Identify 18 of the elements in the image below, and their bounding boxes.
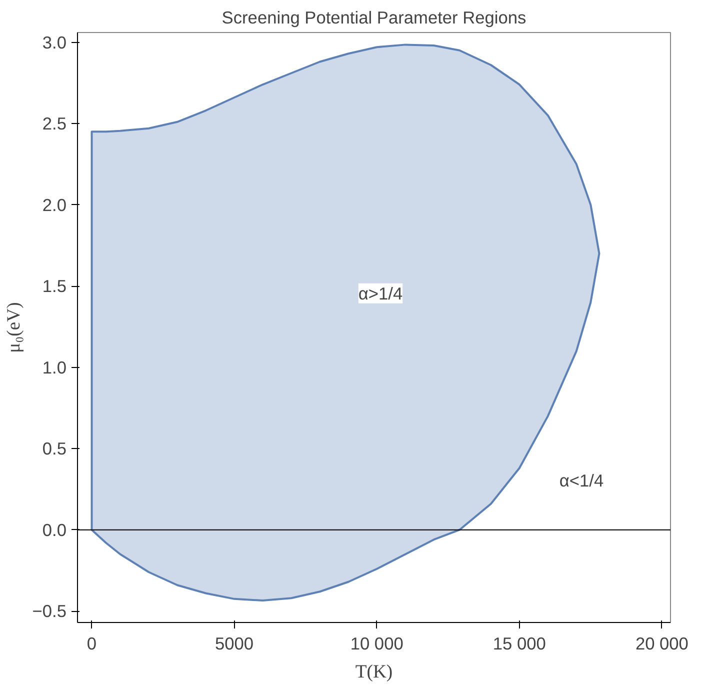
y-tick-label: 2.0 [42, 194, 67, 215]
y-tick-label: 2.5 [42, 114, 67, 134]
chart-title: Screening Potential Parameter Regions [222, 8, 527, 28]
y-tick-label: 1.0 [42, 357, 67, 378]
y-axis-title: μ₀(eV) [3, 302, 24, 353]
y-tick-label: 1.5 [42, 276, 67, 296]
y-tick-label: 3.0 [42, 32, 67, 52]
x-tick-label: 15 000 [492, 634, 546, 654]
x-tick-label: 0 [86, 634, 97, 654]
x-tick-label: 5000 [215, 634, 254, 654]
y-tick-label: 0.0 [42, 520, 67, 540]
y-tick-label: −0.5 [32, 601, 67, 622]
x-tick-label: 10 000 [350, 634, 404, 654]
annotation: α<1/4 [559, 470, 604, 490]
x-tick-label: 20 000 [635, 634, 688, 654]
annotation: α>1/4 [358, 283, 403, 304]
x-axis-title: T(K) [355, 662, 393, 682]
y-tick-label: 0.5 [42, 438, 67, 459]
